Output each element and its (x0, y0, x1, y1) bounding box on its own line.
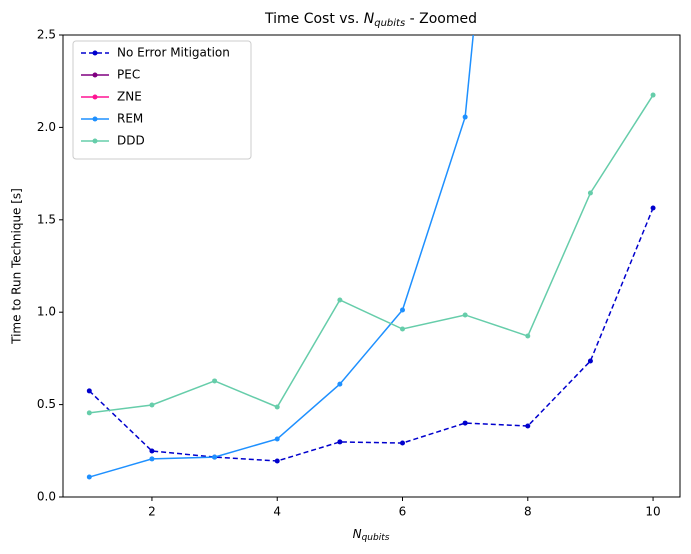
legend-marker (92, 72, 98, 78)
data-point (337, 439, 343, 445)
y-tick-label: 1.5 (37, 212, 56, 226)
data-point (525, 423, 531, 429)
legend-marker (92, 50, 98, 56)
legend-label: ZNE (117, 90, 142, 104)
series-line (89, 94, 654, 414)
data-point (149, 456, 155, 462)
x-label-part: qubits (362, 533, 390, 543)
data-point (212, 454, 218, 460)
legend-marker (92, 116, 98, 122)
data-point (274, 458, 280, 464)
x-tick-label: 10 (645, 505, 660, 519)
data-point (149, 448, 155, 454)
x-tick-label: 4 (273, 505, 281, 519)
title-part: Time Cost vs. (264, 11, 364, 27)
data-point (86, 410, 92, 416)
data-point (86, 388, 92, 394)
x-tick-label: 8 (524, 505, 532, 519)
title-part: N (364, 11, 375, 27)
x-axis-label: Nqubits (353, 527, 390, 543)
data-point (650, 92, 656, 98)
data-point (337, 297, 343, 303)
legend-label: DDD (117, 134, 145, 148)
plot-area (86, 35, 656, 480)
data-point (86, 474, 92, 480)
y-tick-label: 0.0 (37, 490, 56, 504)
series-line (88, 207, 654, 462)
y-tick-label: 2.0 (37, 120, 56, 134)
y-tick-label: 1.0 (37, 305, 56, 319)
data-point (650, 205, 656, 211)
legend-label: REM (117, 112, 143, 126)
y-tick-label: 0.5 (37, 397, 56, 411)
data-point (462, 114, 468, 120)
x-tick-label: 6 (399, 505, 407, 519)
title-part: qubits (374, 18, 405, 29)
data-point (274, 404, 280, 410)
data-point (400, 307, 406, 313)
data-point (337, 381, 343, 387)
x-tick-label: 2 (148, 505, 156, 519)
plot-frame (62, 34, 681, 498)
data-point (587, 358, 593, 364)
data-point (587, 190, 593, 196)
data-point (462, 312, 468, 318)
data-point (525, 333, 531, 339)
series-line (89, 35, 474, 478)
data-point (149, 402, 155, 408)
title-part: - Zoomed (405, 11, 477, 27)
data-point (212, 378, 218, 384)
y-tick-label: 2.5 (37, 28, 56, 42)
legend-box (72, 40, 252, 160)
legend-label: PEC (117, 68, 140, 82)
data-point (462, 420, 468, 426)
data-point (274, 436, 280, 442)
legend-marker (92, 138, 98, 144)
legend-label: No Error Mitigation (117, 46, 230, 60)
legend-marker (92, 94, 98, 100)
x-label-part: N (353, 527, 362, 541)
data-point (400, 326, 406, 332)
y-axis-label: Time to Run Technique [s] (10, 188, 24, 345)
data-point (400, 440, 406, 446)
chart-title: Time Cost vs. Nqubits - Zoomed (264, 11, 477, 29)
